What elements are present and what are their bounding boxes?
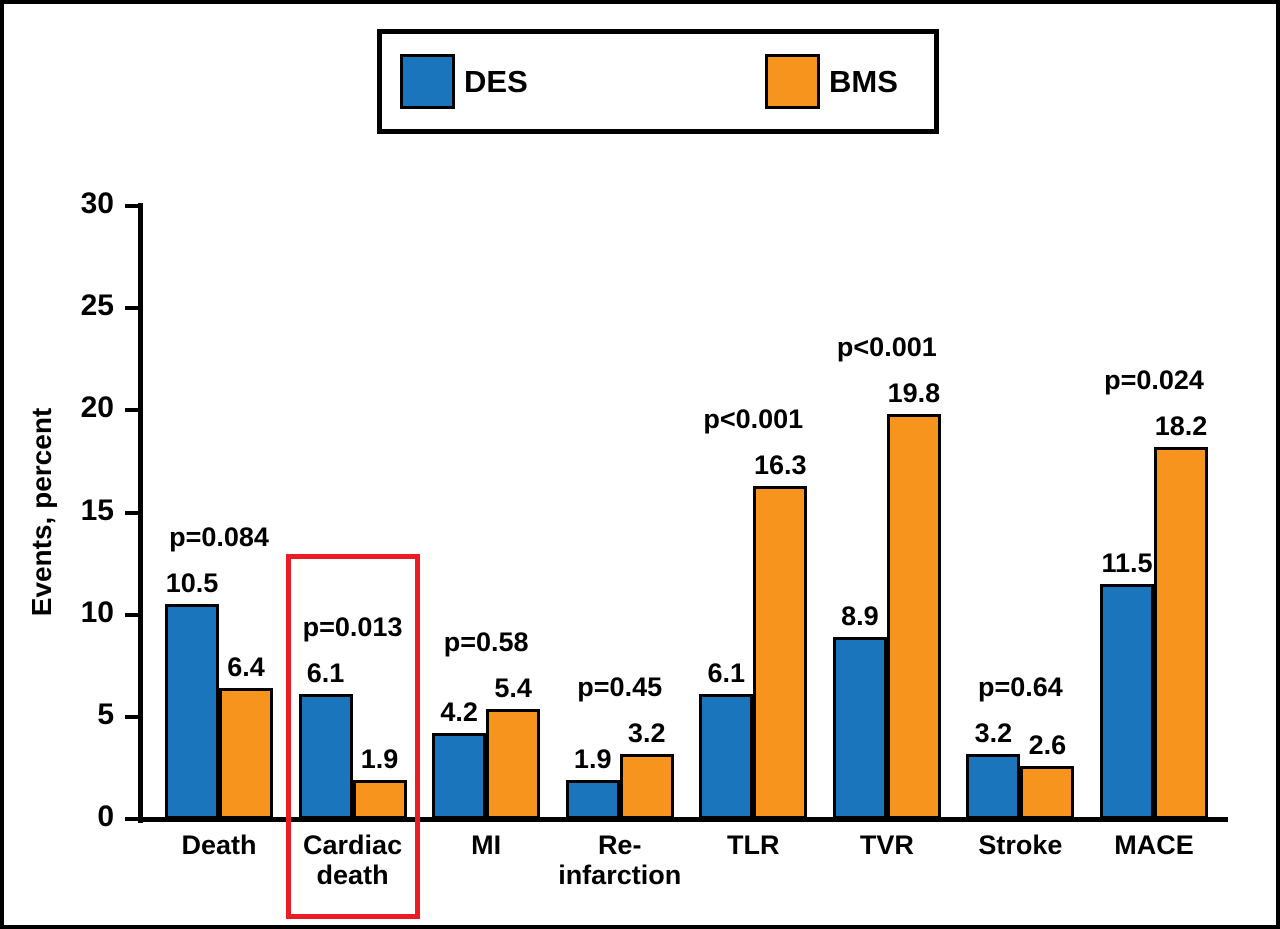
category-label: Cardiac death (303, 830, 403, 891)
category-label: MI (471, 830, 502, 860)
p-value-label: p=0.013 (302, 612, 403, 643)
bar-des (432, 733, 487, 819)
bar-value-label: 11.5 (1101, 548, 1153, 579)
x-axis-line (138, 817, 1228, 822)
legend-label-bms: BMS (829, 63, 898, 99)
bar-value-label: 1.9 (360, 744, 399, 775)
bar-value-label: 8.9 (841, 601, 879, 632)
bar-bms (886, 414, 941, 819)
y-tick-label: 10 (80, 595, 114, 629)
bar-bms (753, 485, 808, 819)
bar-bms (1154, 447, 1208, 819)
y-tick-label: 15 (80, 493, 114, 527)
category-label: Death (181, 830, 257, 860)
bar-des (298, 694, 353, 819)
bar-bms (619, 753, 674, 819)
bar-value-label: 3.2 (627, 717, 666, 748)
p-value-label: p=0.45 (577, 671, 663, 702)
bar-des (565, 780, 620, 819)
legend-item-des: DES (400, 34, 528, 129)
p-value-label: p=0.64 (978, 671, 1063, 702)
bar-des (165, 604, 219, 819)
bar-value-label: 6.1 (707, 658, 746, 689)
bar-value-label: 6.1 (306, 658, 345, 689)
y-tick-mark (125, 306, 142, 311)
bar-des (699, 694, 754, 819)
legend-label-des: DES (464, 63, 528, 99)
y-tick-mark (125, 817, 142, 821)
bar-value-label: 1.9 (573, 744, 612, 775)
bar-value-label: 18.2 (1154, 411, 1208, 442)
bar-value-label: 2.6 (1028, 729, 1067, 760)
bar-bms (1020, 765, 1075, 819)
bar-value-label: 16.3 (754, 449, 807, 480)
y-tick-label: 20 (80, 391, 114, 425)
y-tick-mark (125, 714, 142, 719)
bar-value-label: 19.8 (887, 378, 941, 409)
des-color-swatch (400, 54, 455, 109)
y-tick-mark (125, 204, 142, 208)
highlight-box-cardiac-death (285, 554, 420, 919)
bar-value-label: 5.4 (494, 672, 532, 703)
legend-item-bms: BMS (765, 34, 898, 129)
bar-value-label: 6.4 (227, 652, 265, 683)
bar-value-label: 4.2 (440, 697, 478, 728)
bar-bms (352, 780, 407, 819)
bar-des (1100, 584, 1154, 819)
p-value-label: p=0.024 (1104, 365, 1204, 396)
p-value-label: p=0.084 (169, 522, 269, 553)
y-tick-label: 25 (80, 289, 114, 323)
p-value-label: p=0.58 (443, 626, 529, 657)
bar-des (832, 637, 887, 819)
category-label: Stroke (978, 830, 1063, 860)
bms-color-swatch (765, 54, 820, 109)
y-tick-mark (125, 612, 142, 617)
y-tick-mark (125, 408, 142, 413)
bar-value-label: 10.5 (165, 568, 219, 599)
bar-bms (486, 708, 541, 819)
y-tick-label: 30 (80, 187, 114, 220)
p-value-label: p<0.001 (836, 332, 937, 363)
y-tick-label: 0 (97, 800, 114, 833)
y-tick-label: 5 (97, 697, 114, 731)
category-label: MACE (1114, 830, 1194, 860)
y-tick-mark (125, 510, 142, 515)
p-value-label: p<0.001 (703, 403, 804, 434)
bar-value-label: 3.2 (974, 717, 1013, 748)
bar-bms (219, 688, 273, 819)
category-label: TLR (727, 830, 780, 860)
category-label: TVR (859, 830, 914, 860)
category-label: Re- infarction (558, 830, 682, 891)
bar-des (966, 753, 1021, 819)
chart-legend: DES BMS (377, 29, 939, 134)
